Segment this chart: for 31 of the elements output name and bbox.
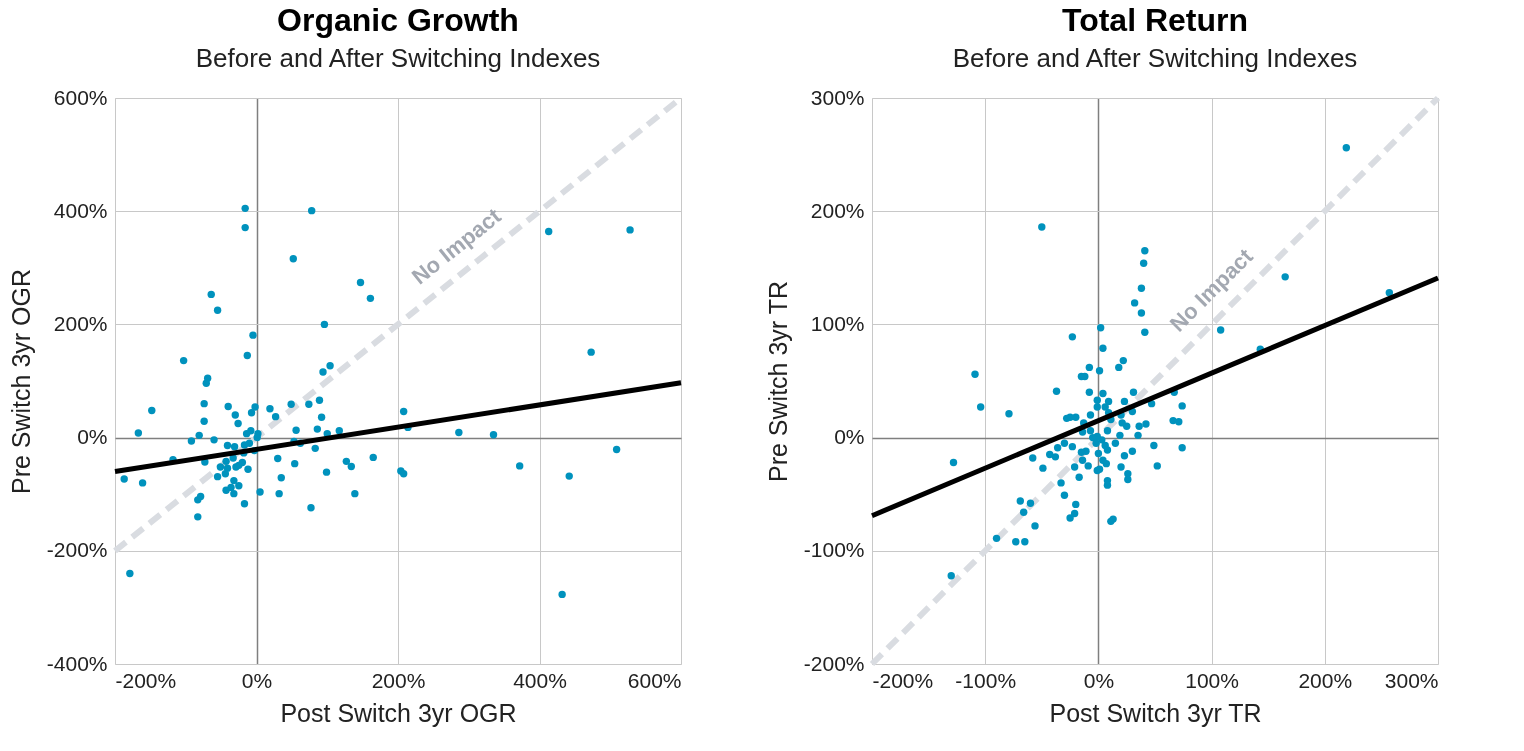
x-tick-label: 0% bbox=[241, 668, 273, 692]
chart-subtitle: Before and After Switching Indexes bbox=[195, 43, 601, 73]
y-tick-label: -200% bbox=[803, 651, 865, 675]
x-tick-label: 100% bbox=[1185, 668, 1239, 692]
y-tick-label: -200% bbox=[46, 538, 108, 562]
x-tick-label: 0% bbox=[1083, 668, 1115, 692]
y-tick-label: 200% bbox=[53, 311, 108, 335]
y-tick-label: 0% bbox=[834, 425, 865, 449]
x-tick-label: -200% bbox=[872, 668, 934, 692]
y-tick-label: -400% bbox=[46, 651, 108, 675]
x-tick-label: 200% bbox=[1298, 668, 1353, 692]
x-axis-title: Post Switch 3yr TR bbox=[1049, 698, 1262, 727]
y-tick-label: 400% bbox=[53, 198, 108, 222]
y-tick-label: 300% bbox=[810, 85, 865, 109]
x-tick-label: 400% bbox=[513, 668, 567, 692]
x-tick-label: 600% bbox=[627, 668, 682, 692]
x-tick-label: 200% bbox=[371, 668, 426, 692]
y-tick-label: -100% bbox=[803, 538, 865, 562]
chart-title: Total Return bbox=[1061, 2, 1249, 38]
y-tick-label: 600% bbox=[53, 85, 108, 109]
chart-subtitle: Before and After Switching Indexes bbox=[952, 43, 1358, 73]
x-axis-title: Post Switch 3yr OGR bbox=[280, 698, 517, 727]
y-tick-label: 100% bbox=[810, 311, 865, 335]
x-tick-label: -100% bbox=[955, 668, 1017, 692]
y-axis-title: Pre Switch 3yr OGR bbox=[6, 268, 35, 495]
x-tick-label: -200% bbox=[115, 668, 177, 692]
x-tick-label: 300% bbox=[1384, 668, 1439, 692]
chart-title: Organic Growth bbox=[277, 2, 519, 38]
y-tick-label: 0% bbox=[77, 425, 108, 449]
y-tick-label: 200% bbox=[810, 198, 865, 222]
y-axis-title: Pre Switch 3yr TR bbox=[763, 281, 792, 482]
